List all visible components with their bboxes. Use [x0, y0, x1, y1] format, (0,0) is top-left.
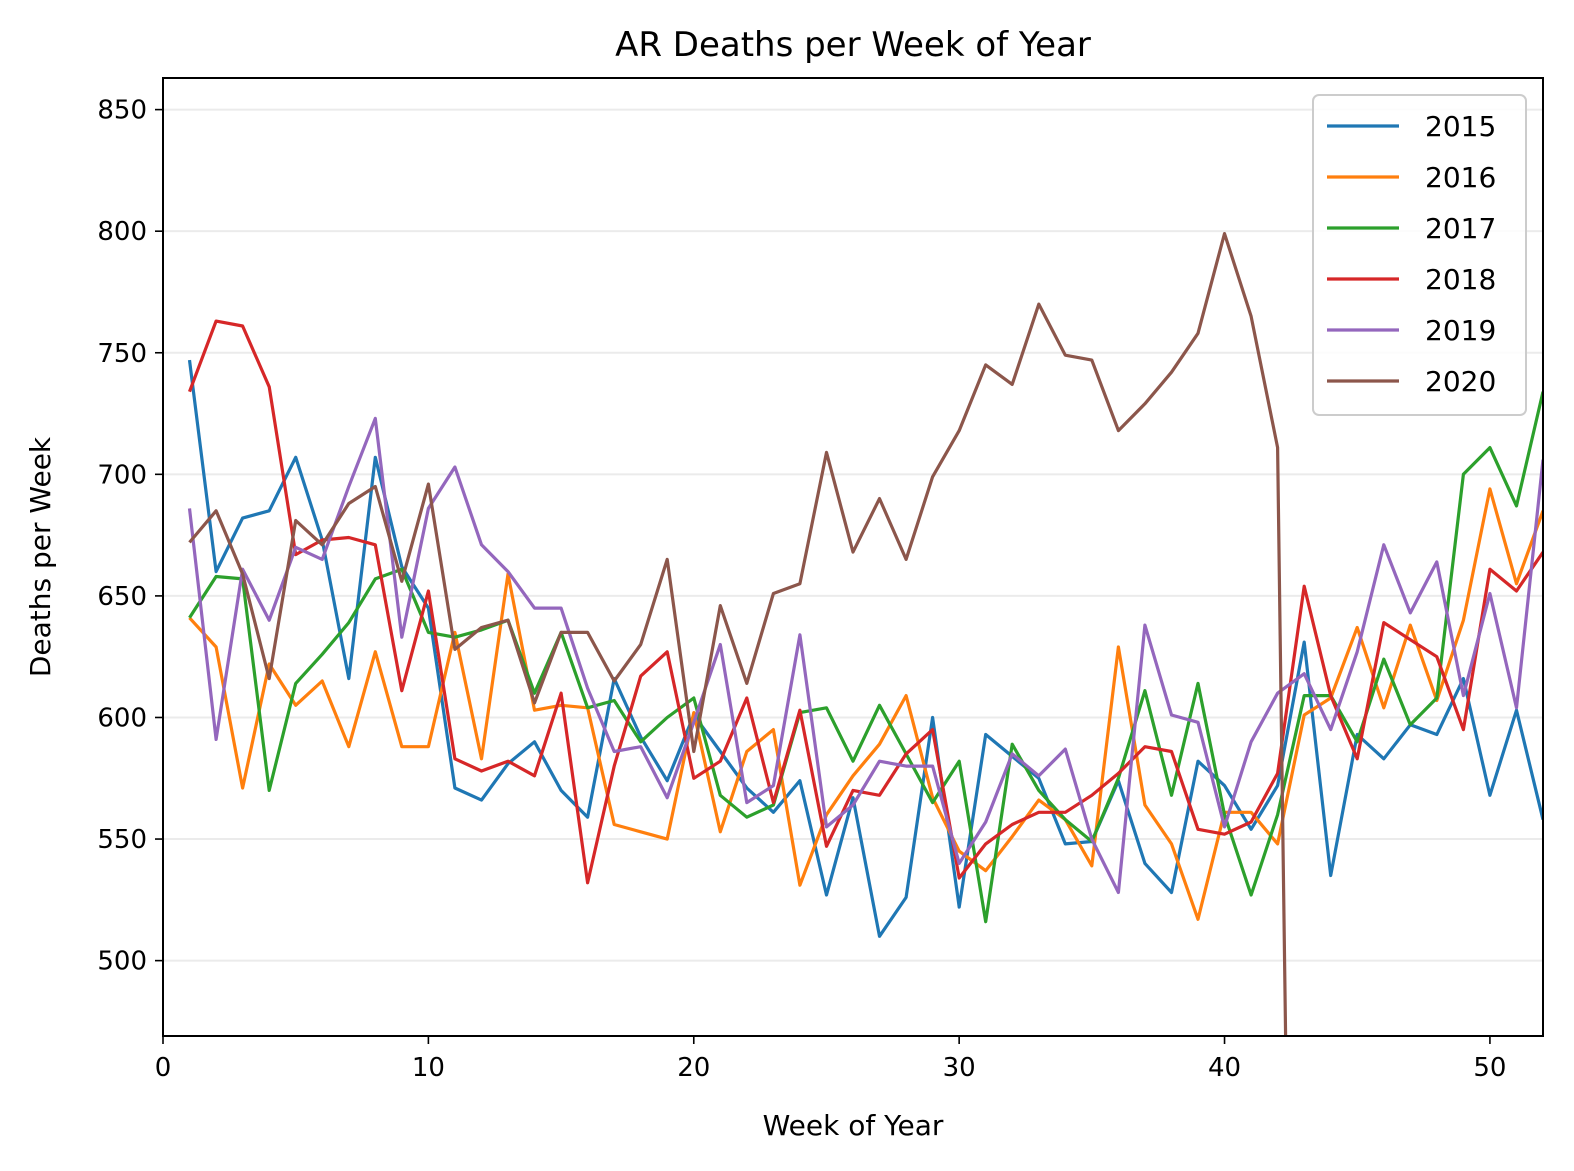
series-line-2019	[187, 416, 1543, 895]
y-tick-label: 750	[97, 339, 147, 369]
legend-label-2017: 2017	[1425, 212, 1496, 245]
legend-box	[1312, 94, 1527, 416]
y-tick-label: 600	[97, 703, 147, 733]
y-axis-label: Deaths per Week	[24, 436, 57, 677]
legend-label-2015: 2015	[1425, 110, 1496, 143]
x-tick-label: 0	[155, 1053, 172, 1083]
y-tick-label: 550	[97, 825, 147, 855]
y-tick-label: 700	[97, 460, 147, 490]
series-line-2017	[188, 391, 1543, 924]
y-tick-label: 800	[97, 217, 147, 247]
y-tick-label: 650	[97, 582, 147, 612]
series-line-2018	[188, 319, 1543, 885]
x-tick-label: 10	[412, 1053, 445, 1083]
chart-title: AR Deaths per Week of Year	[615, 25, 1091, 65]
series-line-2016	[188, 487, 1543, 921]
legend-label-2018: 2018	[1425, 263, 1496, 296]
series-line-2020	[188, 232, 1288, 1036]
x-tick-label: 50	[1473, 1053, 1506, 1083]
x-axis-label: Week of Year	[763, 1109, 944, 1142]
series-line-2015	[187, 359, 1543, 938]
axis-ticks: 500 550 600 650 700 750 800 850 0 10 20 30 40 50	[97, 96, 1506, 1083]
y-tick-label: 850	[97, 96, 147, 126]
x-tick-label: 30	[943, 1053, 976, 1083]
plot-frame	[162, 77, 1544, 1037]
legend-label-2019: 2019	[1425, 314, 1496, 347]
x-tick-label: 40	[1208, 1053, 1241, 1083]
legend-label-2020: 2020	[1425, 365, 1496, 398]
series-lines	[187, 232, 1543, 1036]
legend-label-2016: 2016	[1425, 161, 1496, 194]
y-tick-label: 500	[97, 947, 147, 977]
x-tick-label: 20	[677, 1053, 710, 1083]
legend: 2015 2016 2017 2018 2019 2020	[1312, 94, 1527, 416]
